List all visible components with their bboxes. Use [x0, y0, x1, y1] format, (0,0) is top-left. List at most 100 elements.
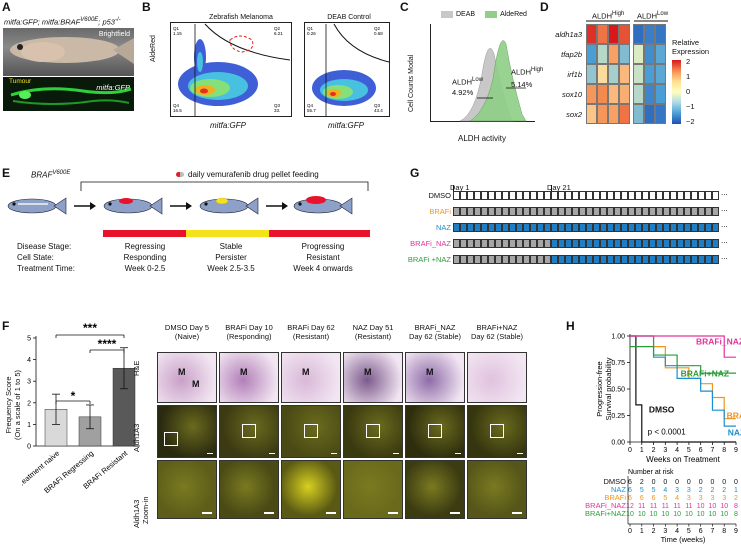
schedule-square [509, 255, 516, 264]
schedule-square [621, 255, 628, 264]
schedule-square [474, 207, 481, 216]
schedule-square [684, 255, 691, 264]
schedule-square [593, 223, 600, 232]
schedule-square [537, 239, 544, 248]
schedule-square [481, 223, 488, 232]
q4a-val: 16.5 [173, 108, 182, 113]
he-image [467, 352, 527, 403]
sig-label-2: **** [98, 337, 117, 351]
schedule-square [572, 255, 579, 264]
km-x-tick-label: 6 [699, 447, 703, 454]
heatmap-cell [586, 64, 597, 84]
stage-column: Stable Persister Week 2.5-3.5 [186, 241, 276, 274]
schedule-square [635, 239, 642, 248]
schedule-square [670, 223, 677, 232]
risk-row-label: NAZ [611, 485, 626, 494]
schedule-dots: ... [721, 252, 728, 261]
aldh-high-pct: 5.14% [511, 80, 533, 89]
schedule-square [523, 191, 530, 200]
km-xlabel: Weeks on Treatment [646, 455, 720, 464]
micro-col-title: NAZ Day 51 [352, 323, 394, 332]
schedule-square [502, 207, 509, 216]
fish-3 [199, 197, 259, 215]
schedule-square [516, 207, 523, 216]
schedule-square [467, 191, 474, 200]
schedule-square [698, 191, 705, 200]
schedule-square [642, 207, 649, 216]
schedule-square [614, 207, 621, 216]
risk-cell: 11 [662, 503, 669, 510]
brightfield-label: Brightfield [98, 31, 130, 38]
row-label-aldh: Aldh1A3 [132, 423, 141, 452]
schedule-square [663, 255, 670, 264]
schedule-square [684, 207, 691, 216]
schedule-square [656, 223, 663, 232]
schedule-square [600, 207, 607, 216]
risk-cell: 0 [699, 479, 703, 486]
micro-col-subtitle: (Responding) [226, 332, 272, 341]
heatmap-cell [586, 84, 597, 104]
schedule-square [565, 191, 572, 200]
heatmap-cell [608, 64, 619, 84]
flow-title-2: DEAB Control [327, 14, 371, 21]
schedule-square [607, 207, 614, 216]
schedule-square [593, 191, 600, 200]
schedule-square [712, 239, 719, 248]
flow-xlabel-1: mitfa:GFP [210, 121, 247, 130]
schedule-square [649, 223, 656, 232]
risk-cell: 6 [640, 495, 644, 502]
risk-cell: 6 [652, 495, 656, 502]
y-tick-label: 5 [27, 336, 31, 343]
schedule-square [530, 255, 537, 264]
schedule-square [495, 223, 502, 232]
hist-legend: DEAB AldeRed [441, 11, 527, 18]
km-ylabel-1: Progression-free [595, 361, 604, 416]
risk-cell: 10 [720, 503, 728, 510]
heatmap-cell [586, 44, 597, 64]
heatmap-cell [655, 64, 666, 84]
legend-tick: 2 [686, 57, 691, 66]
km-y-tick-label: 0.50 [611, 387, 625, 394]
schedule-square [579, 207, 586, 216]
aldh1a3-image [467, 405, 527, 458]
schedule-square [607, 223, 614, 232]
schedule-square [537, 191, 544, 200]
schedule-square [656, 191, 663, 200]
risk-cell: 2 [699, 487, 703, 494]
zoom-image [157, 460, 217, 519]
schedule-square [467, 255, 474, 264]
schedule-square [579, 191, 586, 200]
schedule-square [481, 207, 488, 216]
q2a-label: Q2 [274, 26, 281, 31]
schedule-square [621, 239, 628, 248]
schedule-square [670, 255, 677, 264]
stage-cell-state: Persister [215, 253, 247, 262]
schedule-square [544, 207, 551, 216]
g-day21: Day 21 [547, 183, 571, 192]
heatmap-cell [655, 24, 666, 44]
schedule-square [670, 239, 677, 248]
km-label-naz: NAZ [728, 428, 741, 438]
panel-letter-d: D [540, 0, 549, 14]
schedule-square [551, 239, 558, 248]
legend-swatch-deab [441, 11, 453, 18]
risk-cell: 11 [685, 503, 692, 510]
schedule-square [621, 223, 628, 232]
schedule-square [642, 191, 649, 200]
zoom-box [428, 424, 442, 438]
legend-swatch-alde [485, 11, 498, 18]
day1-tick [453, 185, 454, 191]
schedule-square [586, 191, 593, 200]
km-y-tick-label: 0.00 [611, 440, 625, 447]
schedule-square [614, 191, 621, 200]
heatmap-grid [586, 24, 666, 124]
schedule-square [488, 207, 495, 216]
schedule-square [460, 255, 467, 264]
schedule-square [621, 191, 628, 200]
schedule-square [565, 223, 572, 232]
q1b-label: Q1 [307, 26, 314, 31]
he-image: M [405, 352, 465, 403]
km-x-tick-label: 3 [663, 447, 667, 454]
stage-row-label: Cell State: [17, 253, 54, 262]
